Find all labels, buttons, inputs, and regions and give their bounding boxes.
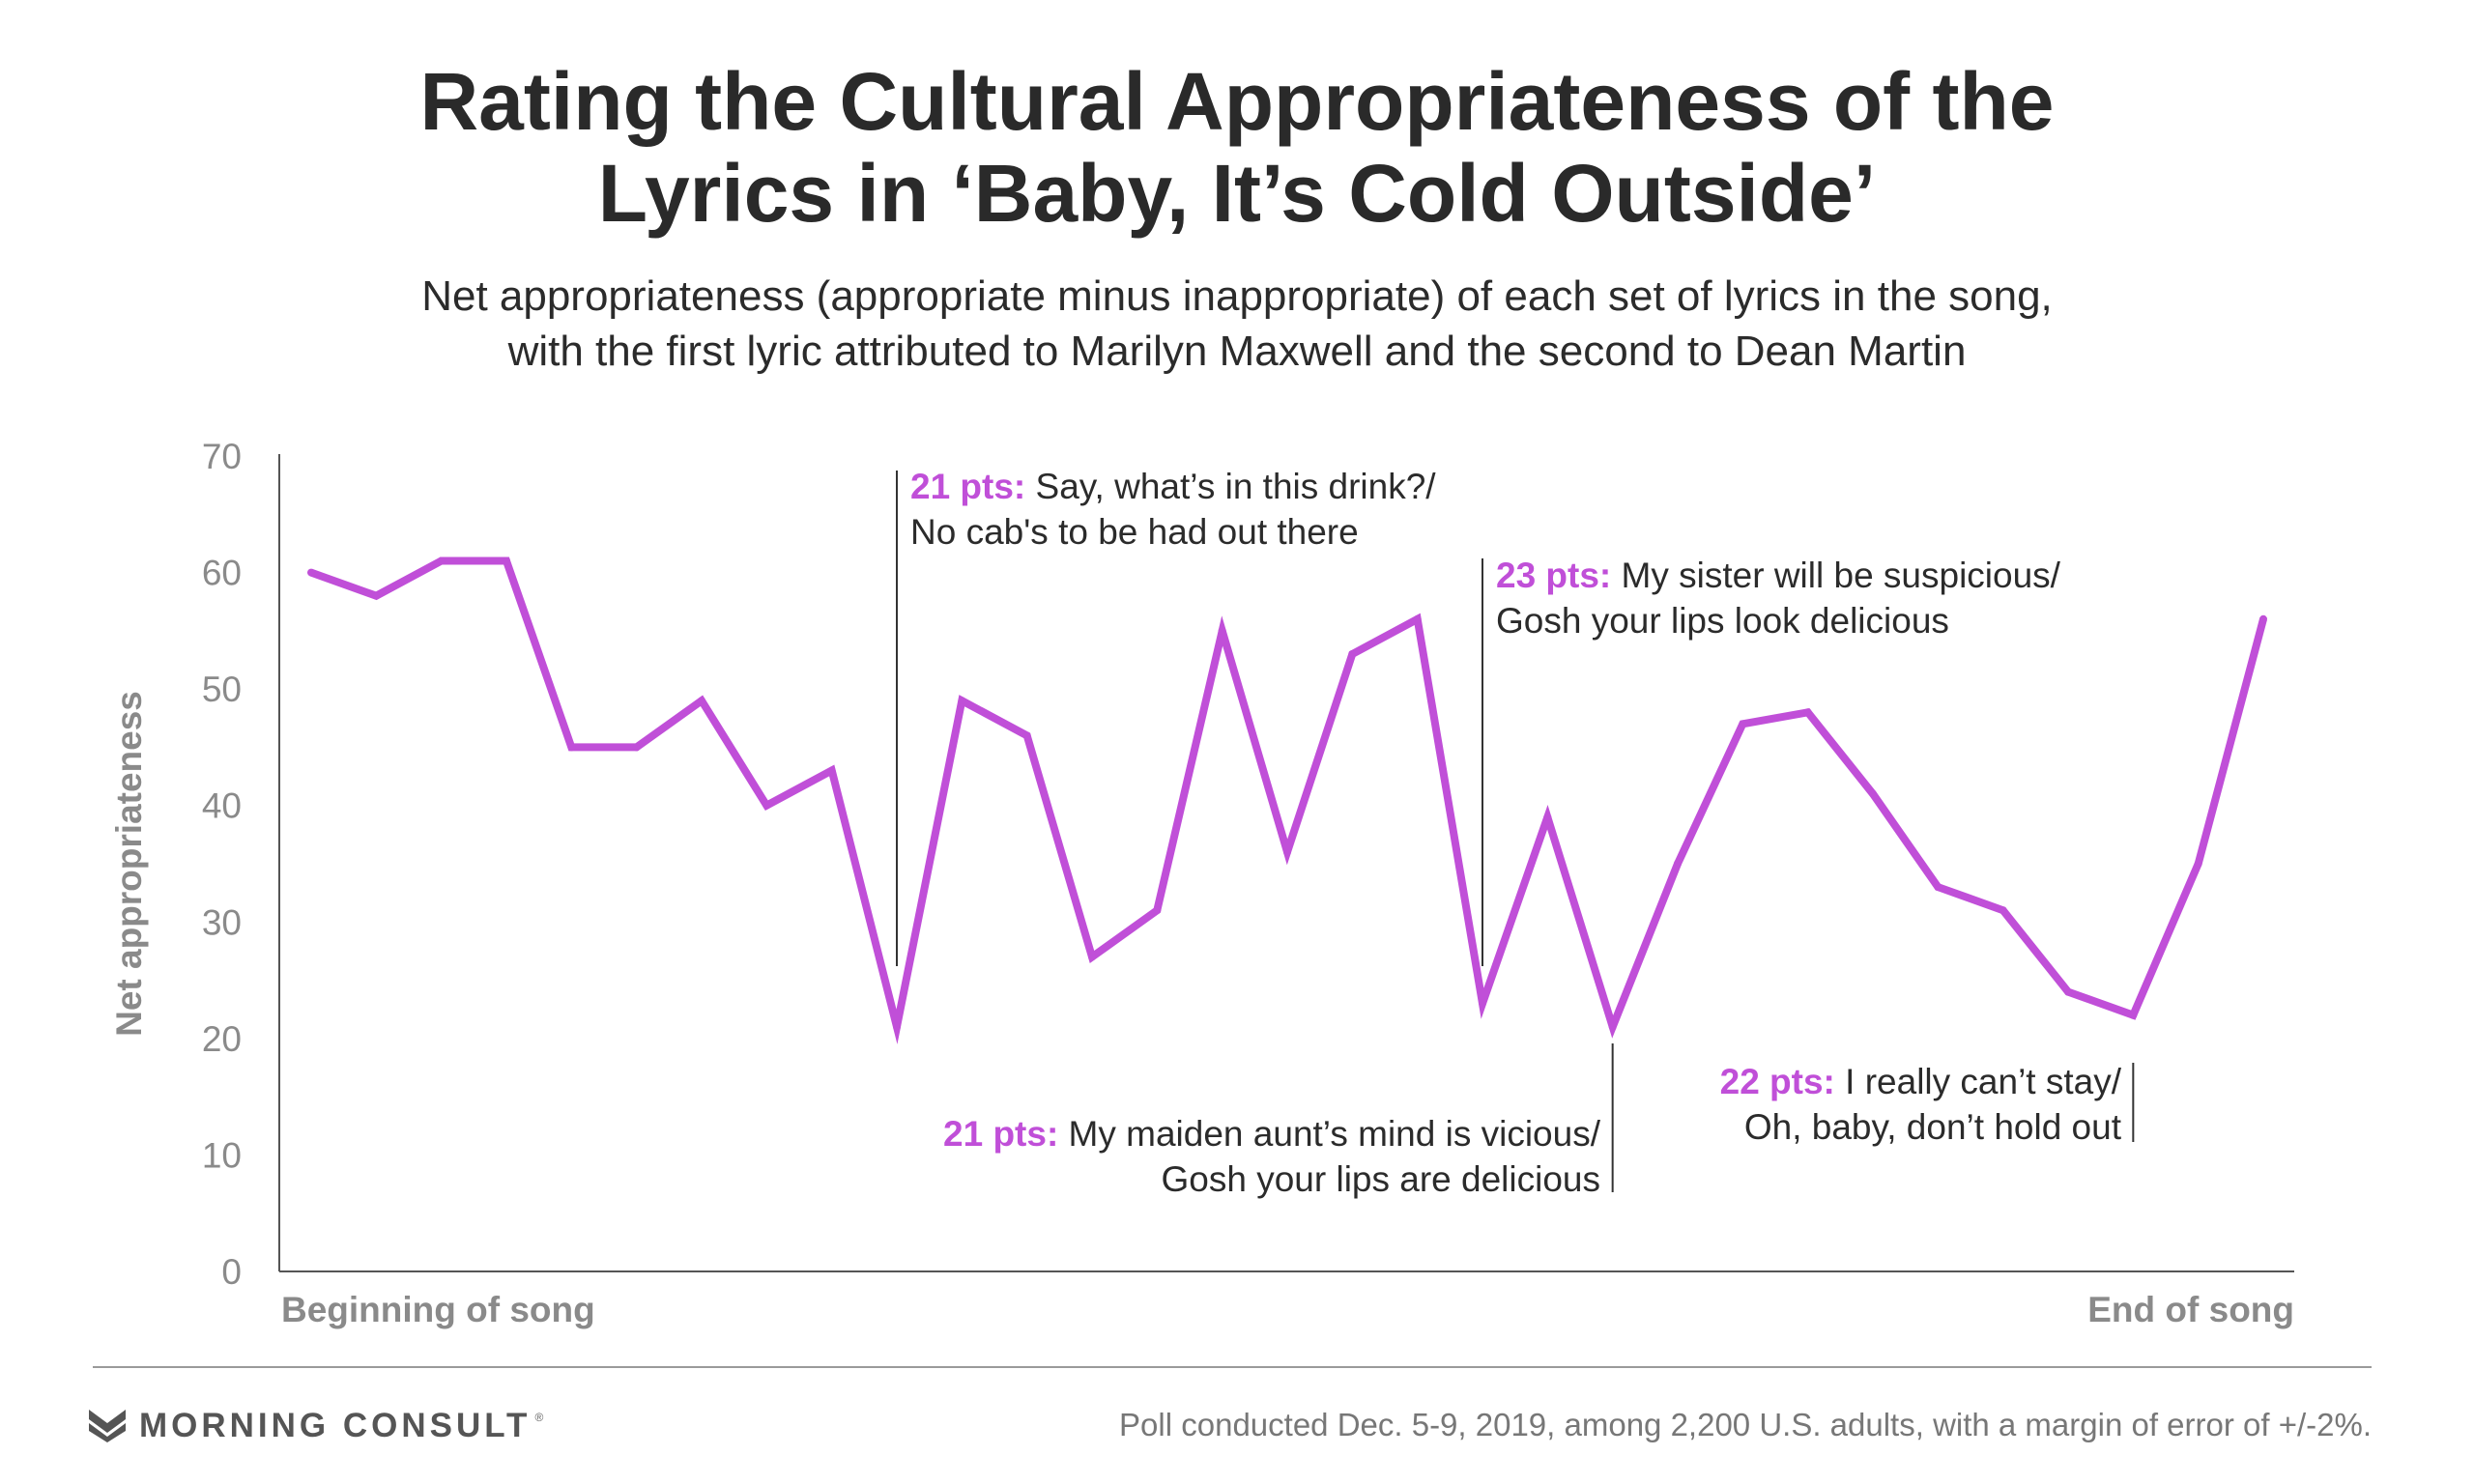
brand-name: MORNING CONSULT [139, 1407, 532, 1444]
data-point [1479, 999, 1486, 1008]
chart-subtitle-line-2: with the first lyric attributed to Maril… [507, 328, 1967, 375]
y-tick-label: 70 [202, 437, 242, 476]
y-tick-label: 40 [202, 786, 242, 826]
data-point [1739, 720, 1747, 728]
annotation-lyric-1: My maiden aunt’s mind is vicious/ [1058, 1114, 1600, 1154]
data-point [1413, 614, 1422, 623]
y-tick-label: 60 [202, 554, 242, 593]
trademark-mark: ® [534, 1411, 544, 1424]
x-axis-start-label: Beginning of song [281, 1290, 595, 1329]
data-point [2129, 1011, 2138, 1019]
data-point [567, 743, 576, 752]
annotation-value-label: 21 pts: [943, 1114, 1058, 1154]
data-point [632, 743, 641, 752]
chart-title-line-1: Rating the Cultural Appropriateness of t… [419, 56, 2055, 147]
annotation-line-2: No cab's to be had out there [910, 512, 1359, 552]
data-point [1608, 1022, 1617, 1031]
data-point [893, 1022, 901, 1031]
data-point [1348, 649, 1357, 658]
y-tick-label: 0 [221, 1252, 242, 1292]
y-axis-title: Net appropriateness [109, 691, 149, 1037]
data-point [2064, 987, 2072, 996]
annotation-lyric-1: I really can’t stay/ [1835, 1062, 2122, 1101]
data-point [503, 556, 510, 565]
x-axis-end-label: End of song [2087, 1290, 2294, 1329]
annotation-lyric-1: Say, what’s in this drink?/ [1025, 467, 1436, 506]
data-point [1869, 789, 1877, 798]
y-tick-label: 10 [202, 1135, 242, 1175]
annotation-value-label: 22 pts: [1720, 1062, 1835, 1101]
annotation-line-1: 23 pts: My sister will be suspicious/ [1496, 556, 2061, 595]
data-point [1543, 813, 1552, 821]
data-point [307, 568, 315, 577]
annotation-value-label: 21 pts: [910, 467, 1025, 506]
annotation-line-2: Gosh your lips look delicious [1496, 601, 1949, 641]
annotation-line-1: 22 pts: I really can’t stay/ [1720, 1062, 2122, 1101]
morning-consult-icon [89, 1410, 126, 1442]
y-tick-label: 50 [202, 670, 242, 709]
data-point [1803, 708, 1812, 717]
series-line [309, 556, 2267, 1044]
y-tick-label: 30 [202, 902, 242, 942]
chart-subtitle-line-1: Net appropriateness (appropriate minus i… [421, 272, 2053, 320]
annotation-line-2: Gosh your lips are delicious [1162, 1159, 1601, 1199]
source-note: Poll conducted Dec. 5-9, 2019, among 2,2… [1119, 1407, 2372, 1442]
data-point [1088, 953, 1096, 961]
data-point [2259, 614, 2267, 623]
data-point [1934, 883, 1942, 892]
data-point [1022, 731, 1031, 740]
data-point [437, 556, 446, 565]
data-point [827, 766, 836, 775]
annotation-line-1: 21 pts: Say, what’s in this drink?/ [910, 467, 1436, 506]
data-point [1999, 906, 2007, 915]
annotation-lyric-1: My sister will be suspicious/ [1611, 556, 2060, 595]
data-point [1283, 847, 1291, 856]
chart-title-line-2: Lyrics in ‘Baby, It’s Cold Outside’ [597, 148, 1877, 239]
annotation-line-2: Oh, baby, don’t hold out [1744, 1107, 2122, 1147]
data-point [1153, 906, 1162, 915]
data-point [698, 697, 705, 705]
annotation-value-label: 23 pts: [1496, 556, 1611, 595]
data-point [762, 801, 771, 810]
brand-logo: MORNING CONSULT ® [89, 1405, 543, 1447]
chart-title: Rating the Cultural Appropriateness of t… [0, 56, 2474, 240]
footer-divider [93, 1366, 2372, 1368]
data-point [2194, 860, 2202, 868]
data-point [372, 591, 381, 600]
data-point [1674, 860, 1682, 868]
chart-subtitle: Net appropriateness (appropriate minus i… [0, 269, 2474, 379]
data-point [958, 697, 966, 705]
data-point [1218, 626, 1226, 635]
annotation-line-1: 21 pts: My maiden aunt’s mind is vicious… [943, 1114, 1601, 1154]
y-tick-label: 20 [202, 1019, 242, 1059]
